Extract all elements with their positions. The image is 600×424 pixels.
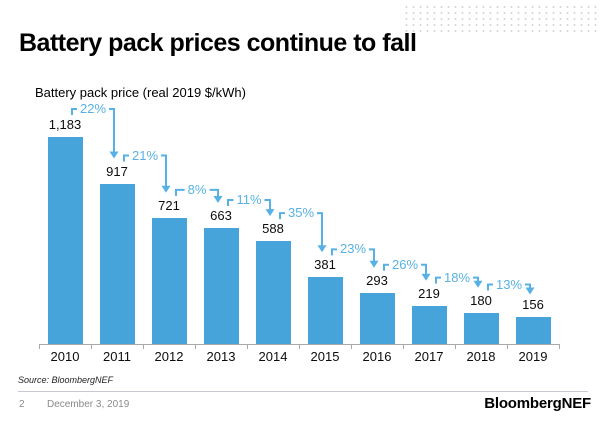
decline-arrowhead-2012-2013 [213,196,223,203]
x-axis-tick [195,344,196,349]
percent-label-2010-2011: 22% [76,102,110,116]
bloombergnef-logo: BloombergNEF [484,395,591,412]
year-label-2011: 2011 [103,349,131,364]
x-axis-tick [299,344,300,349]
year-label-2010: 2010 [50,349,80,364]
percent-label-2012-2013: 8% [184,182,210,197]
chart-axis-title: Battery pack price (real 2019 $/kWh) [35,85,246,100]
year-label-2016: 2016 [362,349,392,364]
decline-arrowhead-2015-2016 [369,260,379,268]
bar-2013 [204,228,239,344]
slide-title: Battery pack prices continue to fall [19,29,417,57]
x-axis-tick [403,344,404,349]
year-label-2015: 2015 [310,349,340,364]
page-number: 2 [19,399,25,410]
decline-arrowhead-2013-2014 [265,209,275,217]
value-label-2018: 180 [470,292,492,308]
percent-label-2013-2014: 11% [233,193,265,207]
year-label-2012: 2012 [154,349,184,364]
x-axis-tick [351,344,352,349]
decline-arrowhead-2011-2012 [161,185,171,193]
bar-2010 [48,137,83,344]
decline-arrowhead-2010-2011 [109,151,119,159]
percent-label-2015-2016: 23% [336,242,370,257]
bar-2017 [412,305,447,344]
x-axis-tick [91,344,92,349]
value-label-2019: 156 [522,296,544,312]
footer-divider [18,391,588,392]
decline-arrowhead-2016-2017 [421,273,431,281]
value-label-2011: 917 [106,163,128,179]
year-label-2019: 2019 [518,349,548,364]
decline-arrowhead-2017-2018 [473,280,483,288]
percent-label-2016-2017: 26% [388,257,422,272]
x-axis-tick [143,344,144,349]
year-label-2018: 2018 [466,349,496,364]
x-axis-tick [507,344,508,349]
value-label-2013: 663 [210,208,232,223]
year-label-2017: 2017 [414,349,444,364]
x-axis-tick [559,344,560,349]
percent-label-2014-2015: 35% [284,206,318,221]
year-label-2013: 2013 [206,349,236,364]
value-label-2010: 1,183 [48,117,82,132]
percent-label-2018-2019: 13% [492,277,526,292]
x-axis-tick [455,344,456,349]
x-axis-tick [247,344,248,349]
decline-arrowhead-2018-2019 [525,287,535,295]
bar-2014 [256,241,291,344]
bar-2018 [464,312,499,344]
x-axis-tick [39,344,40,349]
bar-2015 [308,277,343,344]
year-label-2014: 2014 [258,349,288,364]
value-label-2016: 293 [366,272,388,288]
bar-2011 [100,183,135,344]
value-label-2012: 721 [158,197,180,213]
source-note: Source: BloombergNEF [18,375,114,385]
dot-grid-pattern [403,4,597,36]
decline-arrowhead-2014-2015 [317,245,327,253]
percent-label-2017-2018: 18% [440,270,474,285]
slide-date: December 3, 2019 [47,399,130,410]
percent-label-2011-2012: 21% [128,148,162,163]
value-label-2015: 381 [314,257,336,273]
value-label-2017: 219 [418,285,440,301]
bar-2016 [360,292,395,344]
bar-2019 [516,316,551,344]
bar-2012 [152,217,187,344]
value-label-2014: 588 [262,221,284,237]
